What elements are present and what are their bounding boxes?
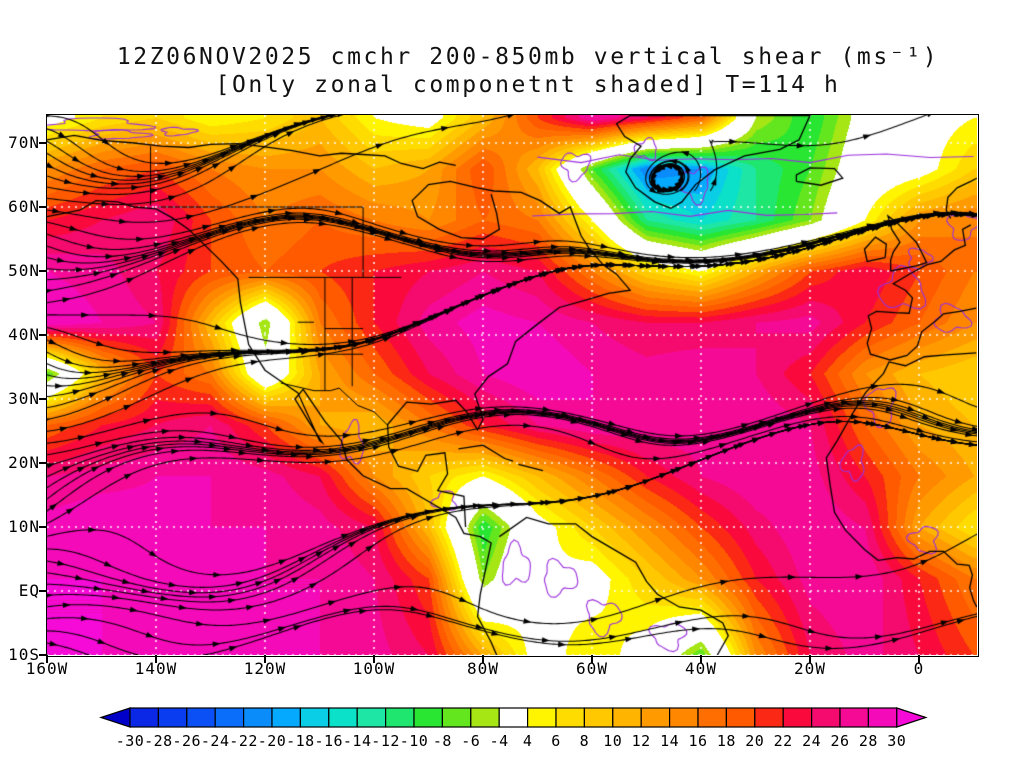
colorbar-label: -12 [371, 732, 400, 750]
colorbar-label: 16 [688, 732, 707, 750]
colorbar-cell [214, 707, 245, 728]
lat-tick [39, 462, 47, 464]
colorbar-label: -8 [433, 732, 452, 750]
lon-tick [809, 655, 811, 663]
lon-label-120W: 120W [243, 659, 287, 678]
lat-tick [39, 334, 47, 336]
colorbar-label: -16 [315, 732, 344, 750]
colorbar-cell [328, 707, 358, 728]
lat-tick [39, 590, 47, 592]
lon-tick [918, 655, 920, 663]
lat-tick [39, 526, 47, 528]
colorbar-label: -22 [229, 732, 258, 750]
lon-label-60W: 60W [576, 659, 608, 678]
colorbar-label: 20 [745, 732, 764, 750]
colorbar-under-arrow [99, 707, 131, 728]
colorbar-cell [271, 707, 301, 728]
lon-tick [264, 655, 266, 663]
colorbar-label: -24 [201, 732, 230, 750]
lat-label-40N: 40N [8, 325, 40, 344]
colorbar-label: -10 [400, 732, 429, 750]
colorbar-cell [527, 707, 557, 728]
lon-tick [482, 655, 484, 663]
colorbar-cell [810, 707, 841, 728]
colorbar-cell [555, 707, 585, 728]
colorbar-label: -30 [116, 732, 145, 750]
colorbar-cell [612, 707, 642, 728]
colorbar-cell [243, 707, 273, 728]
lon-label-40W: 40W [685, 659, 717, 678]
colorbar-cell [725, 707, 756, 728]
colorbar-cell [299, 707, 330, 728]
colorbar-label: 26 [830, 732, 849, 750]
lat-label-30N: 30N [8, 389, 40, 408]
chart-title-line2: [Only zonal componetnt shaded] T=114 h [215, 72, 841, 98]
colorbar-cell [470, 707, 500, 728]
lon-tick [155, 655, 157, 663]
lat-label-10S: 10S [8, 645, 40, 664]
lon-label-160W: 160W [25, 659, 69, 678]
lat-label-EQ: EQ [18, 581, 40, 600]
colorbar-cell [640, 707, 671, 728]
colorbar-cell [754, 707, 784, 728]
lat-tick [39, 206, 47, 208]
chart-title-line1: 12Z06NOV2025 cmchr 200-850mb vertical sh… [116, 44, 940, 70]
lon-tick [46, 655, 48, 663]
lat-label-10N: 10N [8, 517, 40, 536]
colorbar-cell [157, 707, 188, 728]
colorbar-label: 8 [580, 732, 590, 750]
lat-label-60N: 60N [8, 197, 40, 216]
colorbar-cell [441, 707, 472, 728]
colorbar-cell [186, 707, 216, 728]
colorbar-cell [697, 707, 727, 728]
colorbar-label: 4 [523, 732, 533, 750]
colorbar-cell [782, 707, 813, 728]
colorbar-label: 24 [802, 732, 821, 750]
chart-title: 12Z06NOV2025 cmchr 200-850mb vertical sh… [0, 44, 1024, 98]
colorbar-cell [356, 707, 387, 728]
lon-tick [700, 655, 702, 663]
lon-label-100W: 100W [352, 659, 396, 678]
colorbar-cell [583, 707, 614, 728]
lat-tick [39, 398, 47, 400]
colorbar-cell [129, 707, 159, 728]
colorbar-label: -28 [144, 732, 173, 750]
lon-label-0: 0 [913, 659, 925, 678]
colorbar-label: 14 [660, 732, 679, 750]
colorbar-over-arrow [896, 707, 928, 728]
colorbar-label: -6 [461, 732, 480, 750]
lon-tick [373, 655, 375, 663]
colorbar-cell [867, 707, 898, 728]
colorbar-label: 22 [774, 732, 793, 750]
lat-tick [39, 654, 47, 656]
lat-tick [39, 142, 47, 144]
lat-tick [39, 270, 47, 272]
lon-tick [591, 655, 593, 663]
colorbar-label: 28 [859, 732, 878, 750]
colorbar-cell [498, 707, 529, 728]
colorbar: -30 -28 -26 -24 -22 -20 -18 -16 -14 -12 -10 -8 -6 -4 4… [99, 707, 928, 750]
lon-label-140W: 140W [134, 659, 178, 678]
colorbar-label: -18 [286, 732, 315, 750]
colorbar-label: -26 [173, 732, 202, 750]
colorbar-label: 30 [887, 732, 906, 750]
lon-label-20W: 20W [794, 659, 826, 678]
colorbar-label: -14 [343, 732, 372, 750]
lon-label-80W: 80W [467, 659, 499, 678]
colorbar-label: 10 [603, 732, 622, 750]
lat-label-20N: 20N [8, 453, 40, 472]
colorbar-cell [385, 707, 415, 728]
colorbar-label: 12 [632, 732, 651, 750]
colorbar-label: 6 [551, 732, 561, 750]
colorbar-cell [413, 707, 443, 728]
lat-label-50N: 50N [8, 261, 40, 280]
colorbar-label: -4 [490, 732, 509, 750]
lat-label-70N: 70N [8, 133, 40, 152]
shear-streamline-map [47, 115, 977, 655]
colorbar-cell [668, 707, 699, 728]
colorbar-cell [839, 707, 869, 728]
colorbar-label: -20 [258, 732, 287, 750]
colorbar-label: 18 [717, 732, 736, 750]
